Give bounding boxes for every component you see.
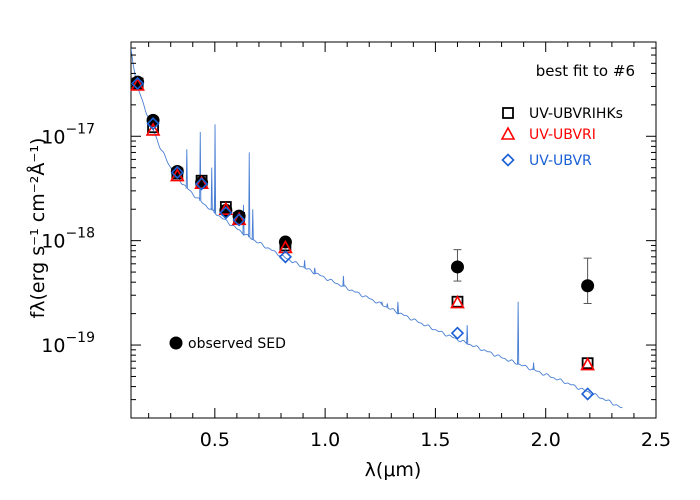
observed-sed-point	[146, 113, 160, 127]
model-spectrum-layer	[131, 48, 623, 409]
uv-ubvr-point	[450, 326, 465, 340]
x-axis-ticks: 0.5 1.0 1.5 2.0 2.5	[148, 42, 671, 451]
legend-label: UV-UBVR	[529, 153, 592, 169]
uv-ubvr-point	[130, 76, 145, 91]
plot-frame	[130, 41, 657, 419]
observed-key-marker	[169, 336, 183, 350]
observed-sed-point	[450, 260, 464, 274]
y-axis-ticks: 10−17 10−18 10−19	[41, 41, 656, 419]
y-tick-label: 10−18	[41, 226, 95, 253]
legend-marker-diamond	[501, 153, 515, 167]
x-tick-label: 0.5	[200, 429, 230, 451]
uv-ubvr-point	[232, 213, 246, 227]
observed-sed-point	[581, 279, 595, 293]
y-axis-title: fλ(erg s⁻¹ cm⁻²Å⁻¹)	[26, 138, 49, 319]
y-tick-label: 10−19	[41, 330, 95, 357]
model-spectrum-line	[131, 48, 623, 409]
uv-ubvri-point	[218, 201, 234, 216]
legend-label: UV-UBVRI	[529, 127, 596, 143]
x-tick-label: 2.5	[641, 429, 671, 451]
observed-sed-key: observed SED	[169, 336, 286, 352]
uv-ubvr-point	[219, 206, 233, 220]
legend-label: UV-UBVRIHKs	[529, 106, 623, 122]
uv-ubvri-point	[580, 356, 595, 371]
x-tick-label: 1.0	[310, 429, 340, 451]
uv-ubvr-point	[194, 177, 209, 191]
error-bars	[453, 249, 592, 304]
legend: UV-UBVRIHKs UV-UBVRI UV-UBVR	[500, 106, 623, 169]
uv-ubvr-point	[170, 165, 184, 180]
fit-annotation: best fit to #6	[536, 62, 635, 80]
x-axis-title: λ(μm)	[365, 459, 422, 481]
uv-ubvr-point	[580, 387, 595, 401]
uv-ubvr-point	[146, 117, 160, 131]
data-markers	[130, 75, 595, 401]
uv-ubvr-point	[278, 250, 293, 264]
uv-ubvrihks-point	[147, 121, 159, 134]
uv-ubvri-point	[194, 175, 209, 190]
uv-ubvri-point	[278, 239, 293, 254]
legend-marker-square	[502, 107, 514, 119]
uv-ubvri-point	[450, 294, 465, 309]
y-tick-label: 10−17	[41, 121, 95, 148]
plot-area: 0.5 1.0 1.5 2.0 2.5 10−17 10−18 10−19	[41, 41, 671, 451]
legend-marker-triangle	[500, 126, 516, 140]
x-tick-label: 1.5	[420, 429, 450, 451]
uv-ubvri-point	[145, 122, 161, 136]
x-tick-label: 2.0	[531, 429, 561, 451]
observed-key-label: observed SED	[188, 336, 286, 352]
